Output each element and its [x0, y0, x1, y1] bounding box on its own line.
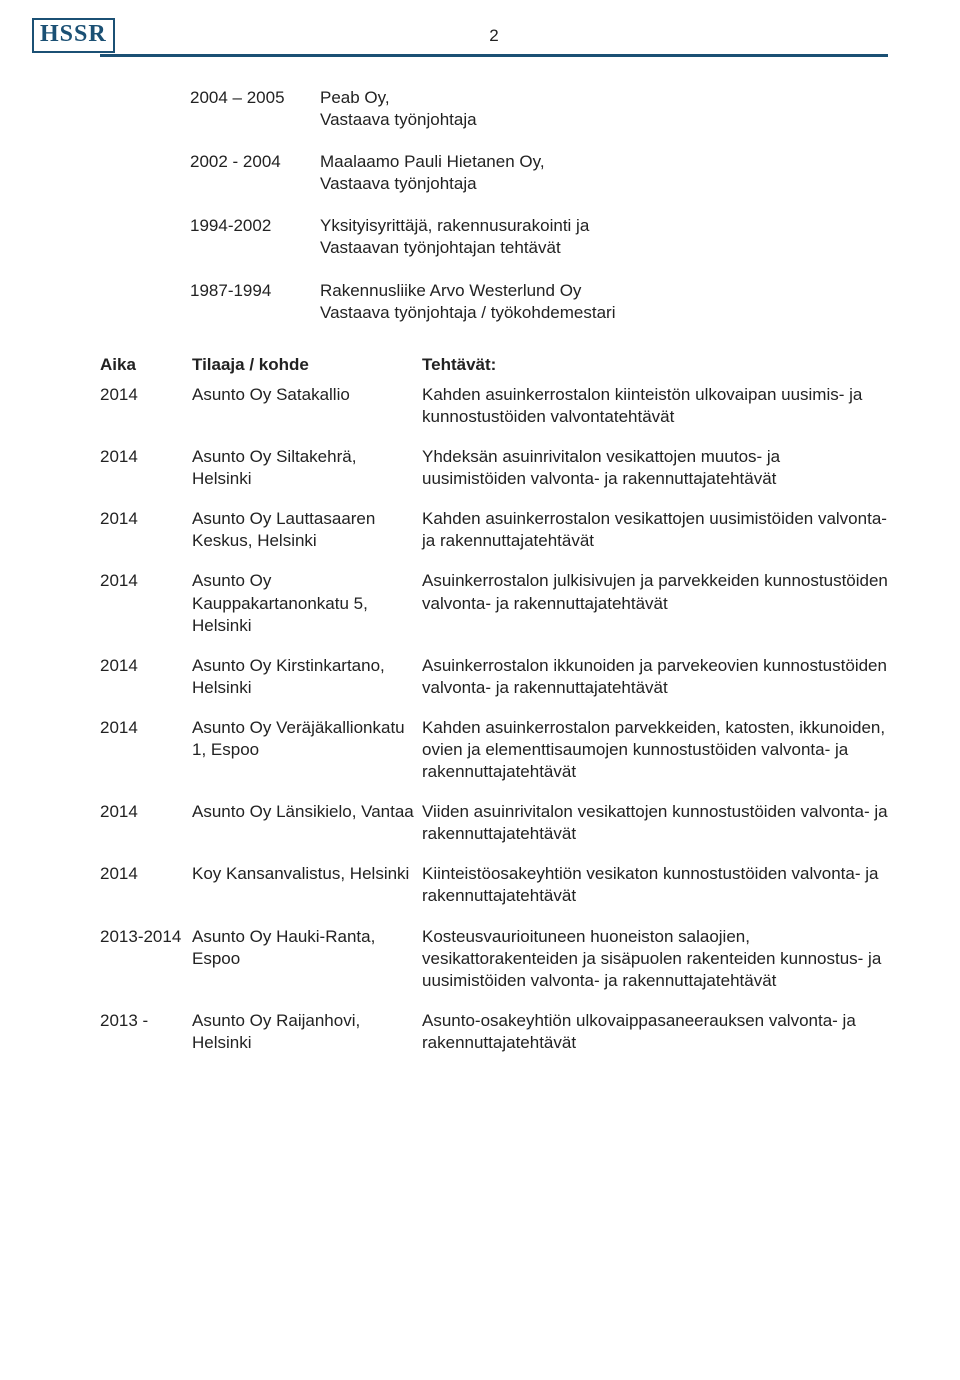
history-period: 2004 – 2005 [190, 87, 320, 131]
cell-tehtavat: Kahden asuinkerrostalon parvekkeiden, ka… [418, 713, 888, 787]
table-row: 2014Asunto Oy Veräjäkallionkatu 1, Espoo… [100, 713, 888, 787]
page-number: 2 [100, 26, 888, 46]
cell-aika: 2013-2014 [100, 922, 188, 996]
cell-tehtavat: Asunto-osakeyhtiön ulkovaippasaneeraukse… [418, 1006, 888, 1058]
table-spacer [100, 1058, 888, 1068]
cell-tilaaja: Asunto Oy Veräjäkallionkatu 1, Espoo [188, 713, 418, 787]
cell-aika: 2014 [100, 442, 188, 494]
cell-tilaaja: Asunto Oy Raijanhovi, Helsinki [188, 1006, 418, 1058]
cell-tehtavat: Viiden asuinrivitalon vesikattojen kunno… [418, 797, 888, 849]
cell-tilaaja: Koy Kansanvalistus, Helsinki [188, 859, 418, 911]
cell-tilaaja: Asunto Oy Lauttasaaren Keskus, Helsinki [188, 504, 418, 556]
history-desc: Rakennusliike Arvo Westerlund OyVastaava… [320, 280, 888, 324]
history-desc: Maalaamo Pauli Hietanen Oy,Vastaava työn… [320, 151, 888, 195]
history-period: 2002 - 2004 [190, 151, 320, 195]
history-period: 1994-2002 [190, 215, 320, 259]
projects-table: Aika Tilaaja / kohde Tehtävät: 2014Asunt… [100, 350, 888, 1068]
table-spacer [100, 703, 888, 713]
table-row: 2013 -Asunto Oy Raijanhovi, HelsinkiAsun… [100, 1006, 888, 1058]
header-tehtavat: Tehtävät: [418, 350, 888, 380]
table-spacer [100, 849, 888, 859]
cell-aika: 2014 [100, 859, 188, 911]
cell-aika: 2014 [100, 797, 188, 849]
table-row: 2014Asunto Oy Kauppakartanonkatu 5, Hels… [100, 566, 888, 640]
cell-tehtavat: Kahden asuinkerrostalon kiinteistön ulko… [418, 380, 888, 432]
cell-tehtavat: Kiinteistöosakeyhtiön vesikaton kunnostu… [418, 859, 888, 911]
history-row: 1987-1994Rakennusliike Arvo Westerlund O… [190, 280, 888, 324]
history-period: 1987-1994 [190, 280, 320, 324]
logo: HSSR [32, 18, 115, 53]
cell-tehtavat: Asuinkerrostalon julkisivujen ja parvekk… [418, 566, 888, 640]
cell-tilaaja: Asunto Oy Hauki-Ranta, Espoo [188, 922, 418, 996]
history-row: 2004 – 2005Peab Oy,Vastaava työnjohtaja [190, 87, 888, 131]
cell-aika: 2014 [100, 504, 188, 556]
cell-tehtavat: Asuinkerrostalon ikkunoiden ja parvekeov… [418, 651, 888, 703]
table-row: 2014Asunto Oy Kirstinkartano, HelsinkiAs… [100, 651, 888, 703]
cell-tehtavat: Yhdeksän asuinrivitalon vesikattojen muu… [418, 442, 888, 494]
cell-aika: 2014 [100, 380, 188, 432]
cell-tilaaja: Asunto Oy Kirstinkartano, Helsinki [188, 651, 418, 703]
table-spacer [100, 494, 888, 504]
table-spacer [100, 432, 888, 442]
table-spacer [100, 996, 888, 1006]
cell-tehtavat: Kahden asuinkerrostalon vesikattojen uus… [418, 504, 888, 556]
history-row: 1994-2002Yksityisyrittäjä, rakennusurako… [190, 215, 888, 259]
table-row: 2014Asunto Oy Lauttasaaren Keskus, Helsi… [100, 504, 888, 556]
table-row: 2014Asunto Oy SatakallioKahden asuinkerr… [100, 380, 888, 432]
cell-tilaaja: Asunto Oy Satakallio [188, 380, 418, 432]
header-tilaaja: Tilaaja / kohde [188, 350, 418, 380]
table-spacer [100, 556, 888, 566]
cell-tehtavat: Kosteusvaurioituneen huoneiston salaojie… [418, 922, 888, 996]
cell-aika: 2014 [100, 713, 188, 787]
table-header-row: Aika Tilaaja / kohde Tehtävät: [100, 350, 888, 380]
table-spacer [100, 641, 888, 651]
cell-tilaaja: Asunto Oy Kauppakartanonkatu 5, Helsinki [188, 566, 418, 640]
page: HSSR 2 2004 – 2005Peab Oy,Vastaava työnj… [0, 0, 960, 1380]
header-rule [100, 54, 888, 57]
cell-aika: 2014 [100, 651, 188, 703]
table-spacer [100, 912, 888, 922]
history-desc: Yksityisyrittäjä, rakennusurakointi jaVa… [320, 215, 888, 259]
cell-aika: 2013 - [100, 1006, 188, 1058]
cell-tilaaja: Asunto Oy Siltakehrä, Helsinki [188, 442, 418, 494]
table-spacer [100, 787, 888, 797]
employment-history: 2004 – 2005Peab Oy,Vastaava työnjohtaja2… [190, 87, 888, 324]
history-desc: Peab Oy,Vastaava työnjohtaja [320, 87, 888, 131]
history-row: 2002 - 2004Maalaamo Pauli Hietanen Oy,Va… [190, 151, 888, 195]
table-row: 2014Koy Kansanvalistus, HelsinkiKiinteis… [100, 859, 888, 911]
table-row: 2014Asunto Oy Länsikielo, VantaaViiden a… [100, 797, 888, 849]
header-aika: Aika [100, 350, 188, 380]
cell-aika: 2014 [100, 566, 188, 640]
table-row: 2014Asunto Oy Siltakehrä, HelsinkiYhdeks… [100, 442, 888, 494]
table-row: 2013-2014Asunto Oy Hauki-Ranta, EspooKos… [100, 922, 888, 996]
cell-tilaaja: Asunto Oy Länsikielo, Vantaa [188, 797, 418, 849]
